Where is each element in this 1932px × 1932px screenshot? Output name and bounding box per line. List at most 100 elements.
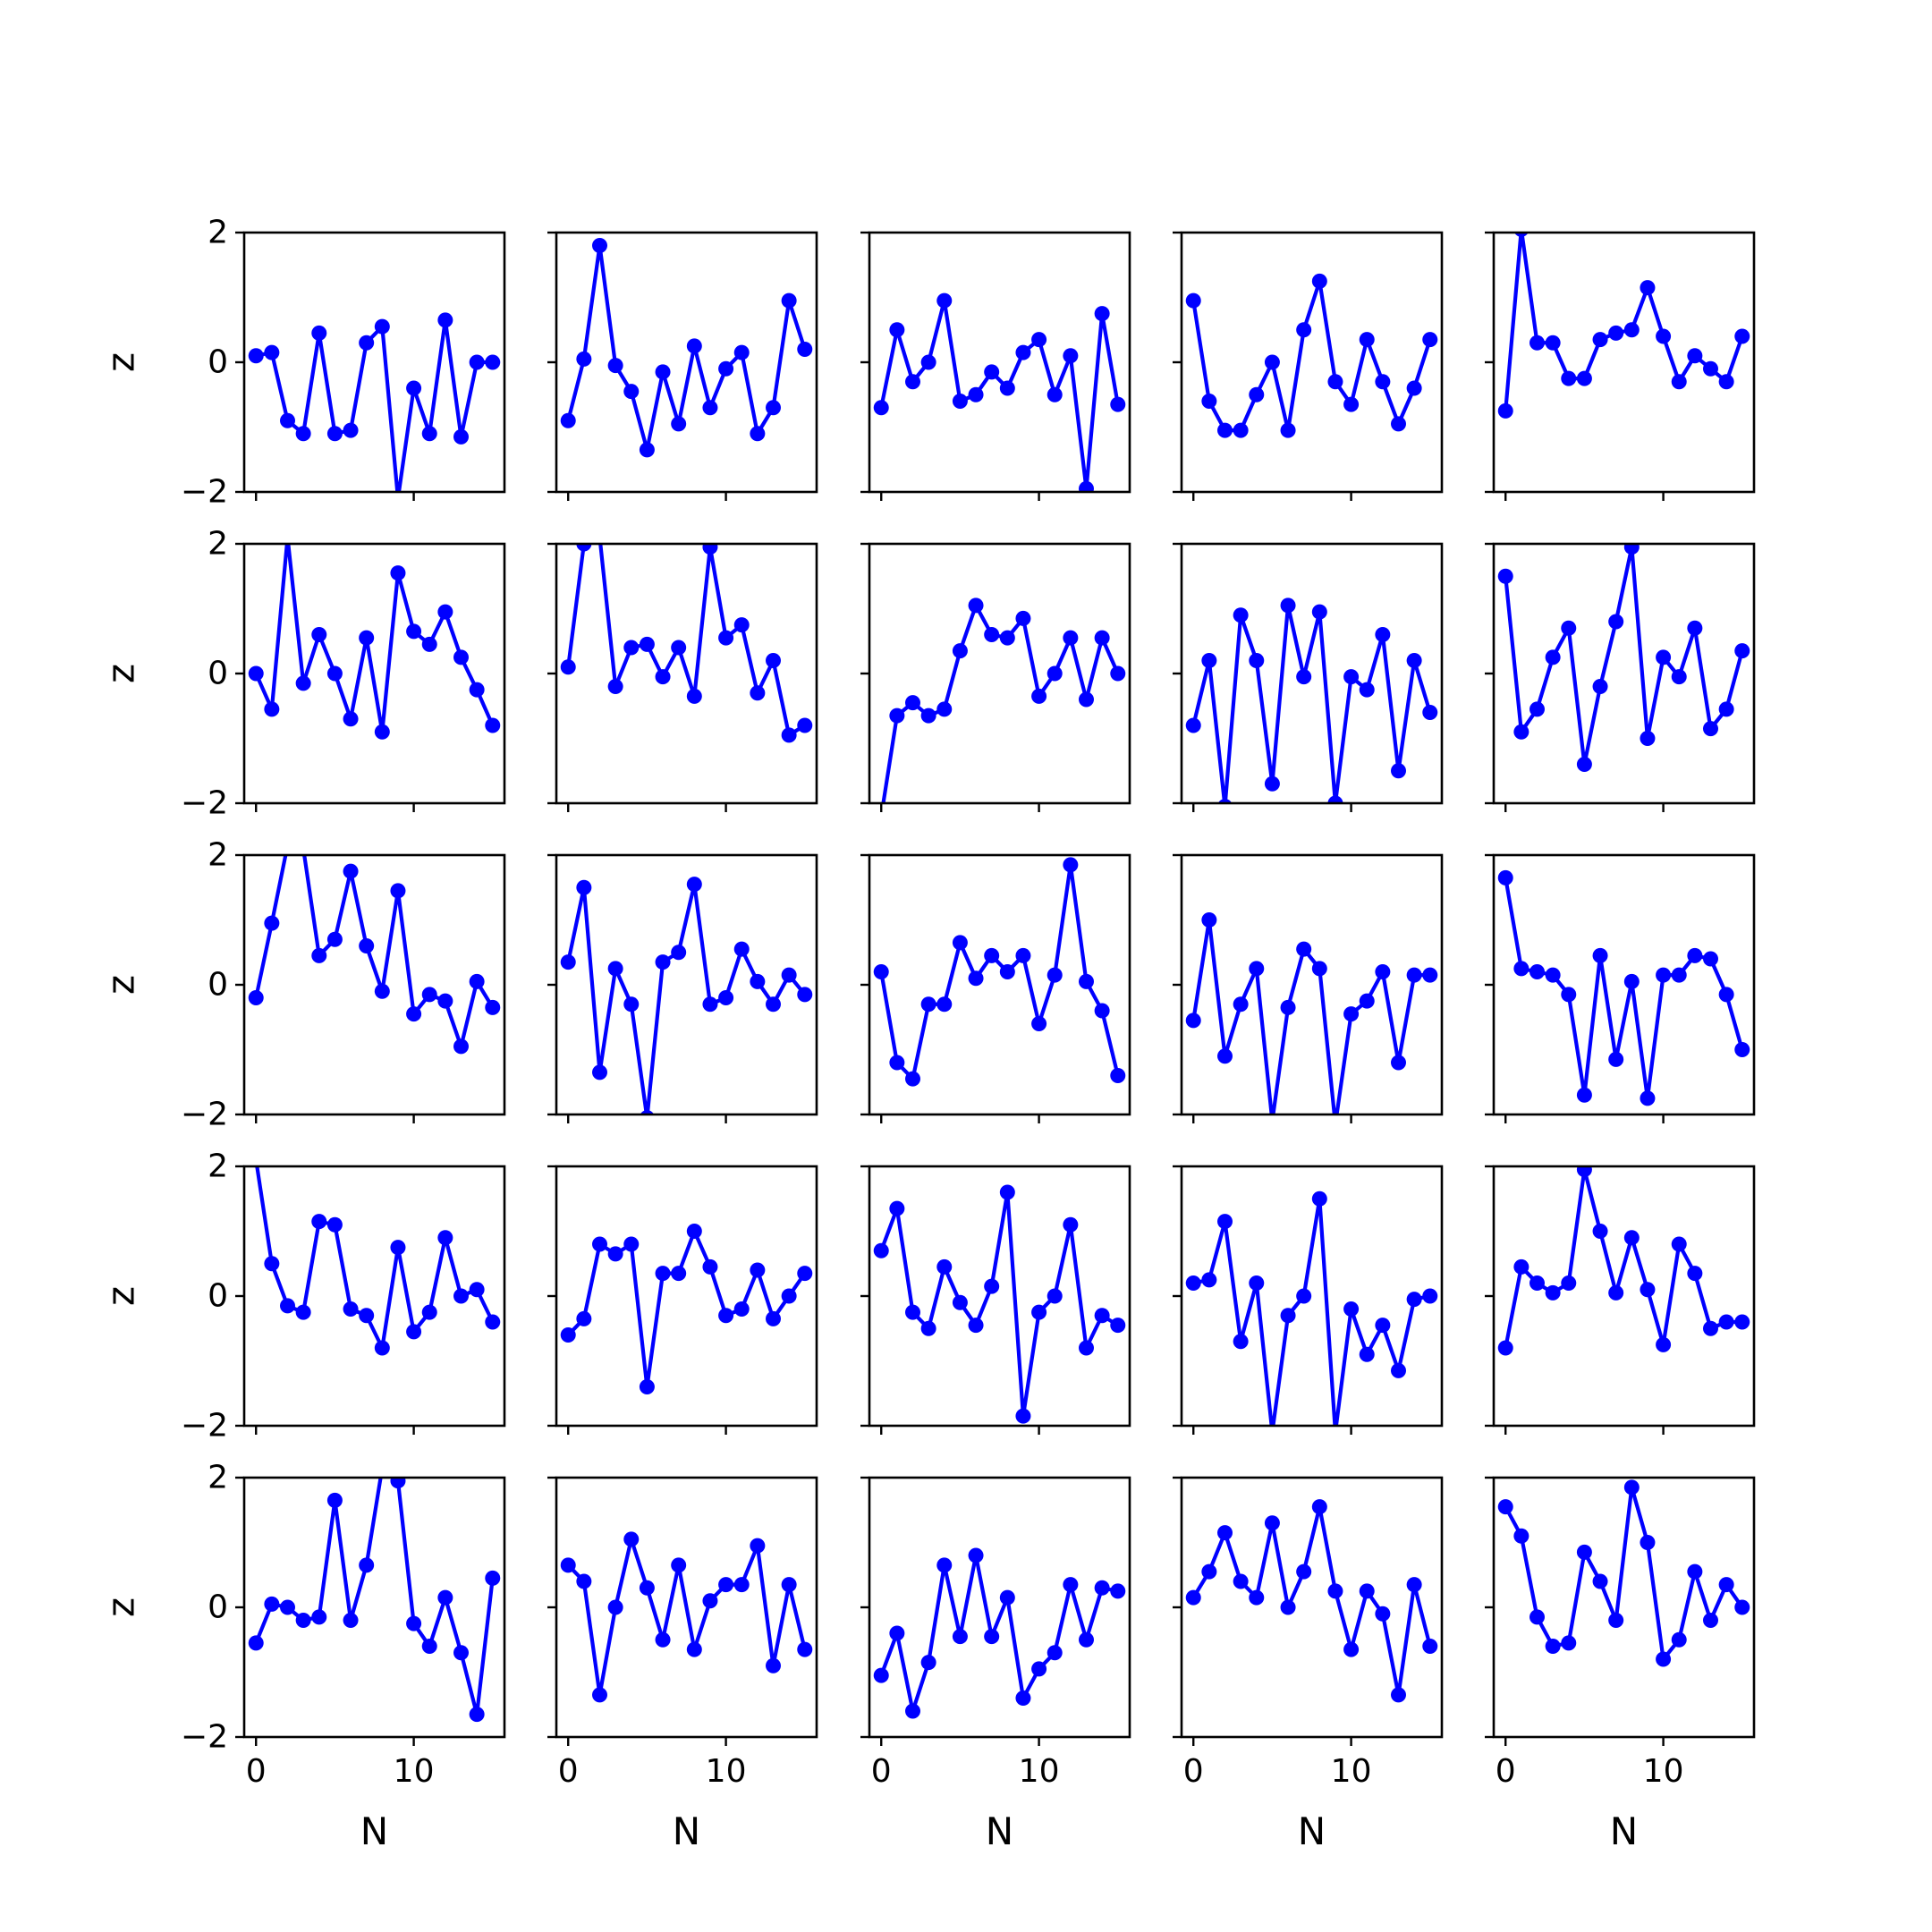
data-point (359, 1308, 375, 1324)
series-group (873, 1184, 1126, 1424)
data-point (733, 1301, 750, 1317)
data-point (1327, 1583, 1343, 1599)
y-axis-label: z (99, 352, 143, 372)
data-point (421, 1304, 437, 1320)
data-point (1343, 669, 1360, 685)
series-line (255, 1166, 495, 1351)
data-point (797, 1641, 813, 1657)
data-point (1063, 857, 1079, 873)
y-axis-label: z (99, 1597, 143, 1617)
data-point (1359, 993, 1375, 1009)
data-point (406, 1006, 422, 1022)
data-point (1703, 360, 1718, 377)
data-point (421, 426, 437, 442)
data-point (1046, 1288, 1063, 1304)
data-point (1718, 701, 1734, 717)
data-point (873, 400, 889, 416)
data-point (1592, 1573, 1608, 1589)
x-tick-label: 10 (1643, 1753, 1684, 1790)
y-tick-label: −2 (181, 474, 228, 511)
data-point (280, 1298, 295, 1314)
data-point (984, 627, 1000, 642)
data-point (1608, 1284, 1624, 1301)
data-point (592, 1687, 607, 1703)
series-line (566, 544, 806, 737)
data-point (1592, 332, 1608, 348)
data-point (343, 711, 359, 727)
y-tick-label: 2 (208, 526, 228, 563)
data-point (968, 1318, 984, 1334)
y-tick-label: 2 (208, 1460, 228, 1496)
axes-frame (1180, 853, 1444, 1116)
data-point (1592, 679, 1608, 694)
data-point (359, 938, 375, 953)
data-point (1592, 947, 1608, 963)
data-point (343, 422, 359, 438)
data-point (889, 1055, 905, 1071)
y-axis-label: z (99, 975, 143, 995)
series-line (566, 243, 807, 452)
data-point (920, 708, 936, 724)
data-point (264, 915, 280, 931)
series-group (1185, 597, 1438, 803)
data-point (1233, 1334, 1249, 1350)
axes-frame (1492, 231, 1756, 494)
data-point (1545, 335, 1561, 351)
data-point (936, 292, 953, 309)
data-point (1734, 1314, 1750, 1330)
data-point (592, 1236, 607, 1252)
data-point (1576, 1544, 1592, 1560)
data-point (1031, 1016, 1047, 1031)
data-point (984, 1629, 1000, 1645)
data-point (1280, 1308, 1296, 1324)
data-point (374, 983, 390, 999)
data-point (1249, 653, 1265, 668)
data-point (1094, 1003, 1110, 1019)
data-point (1561, 370, 1577, 386)
subplot-r5-c2: 0 10N (547, 1476, 818, 1853)
data-point (702, 400, 718, 416)
axes-frame (1492, 853, 1756, 1116)
data-point (984, 947, 1000, 963)
data-point (485, 1570, 501, 1586)
data-point (1233, 422, 1249, 438)
series-line (1191, 603, 1432, 803)
data-point (984, 1278, 1000, 1294)
data-point (686, 688, 702, 704)
data-point (1422, 967, 1438, 983)
data-point (1327, 795, 1343, 803)
data-point (1545, 1639, 1561, 1654)
data-point (702, 1593, 718, 1609)
data-point (359, 335, 375, 351)
data-point (311, 947, 327, 963)
data-point (1185, 1275, 1201, 1291)
subplot-r1-c2 (547, 231, 818, 501)
data-point (1497, 869, 1513, 886)
data-point (1079, 691, 1094, 708)
series-group (248, 312, 501, 492)
subplot-r4-c2 (547, 1165, 818, 1435)
data-point (1497, 1499, 1513, 1515)
data-point (1623, 973, 1640, 989)
series-group (1497, 544, 1750, 772)
data-point (936, 701, 953, 717)
data-point (1311, 1191, 1327, 1207)
axes-frame (1492, 1165, 1756, 1428)
data-point (766, 996, 781, 1013)
data-point (1391, 763, 1406, 779)
data-point (1608, 614, 1624, 630)
data-point (1530, 1275, 1545, 1291)
data-point (1233, 607, 1249, 623)
data-point (1359, 1346, 1375, 1362)
data-point (248, 348, 264, 364)
data-point (1280, 597, 1296, 614)
data-point (453, 1645, 469, 1661)
data-point (1718, 1577, 1734, 1593)
data-point (374, 318, 390, 335)
x-tick-label: 10 (1019, 1753, 1060, 1790)
data-point (766, 653, 781, 668)
x-tick-label: 10 (1331, 1753, 1372, 1790)
data-point (1249, 1589, 1265, 1606)
data-point (1406, 1292, 1422, 1308)
data-point (1406, 380, 1422, 396)
